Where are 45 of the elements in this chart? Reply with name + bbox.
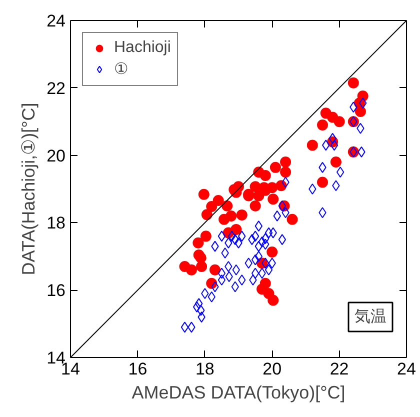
y-axis-title: DATA(Hachioji,①)[°C] (18, 102, 39, 276)
point (276, 180, 287, 192)
legend-label: Hachioji (114, 39, 171, 57)
point (317, 119, 328, 130)
point (222, 200, 233, 212)
x-tick-label: 20 (262, 360, 282, 378)
point (266, 182, 278, 194)
point (195, 252, 206, 264)
point (212, 194, 224, 206)
point (192, 237, 204, 248)
y-tick-label: 22 (46, 78, 66, 98)
point (306, 140, 318, 151)
annotation: 気温 (354, 308, 386, 326)
point (270, 162, 281, 173)
point (268, 194, 279, 205)
point (280, 156, 292, 168)
point (348, 77, 359, 88)
point (236, 209, 248, 220)
x-tick-label: 24 (397, 360, 416, 378)
y-tick-label: 16 (46, 281, 66, 300)
point (200, 230, 212, 242)
x-tick-label: 16 (128, 360, 148, 378)
x-tick-label: 22 (330, 360, 349, 378)
point (226, 210, 237, 222)
x-tick-label: 18 (195, 360, 214, 378)
point (209, 264, 220, 276)
point (198, 188, 210, 200)
point (266, 246, 278, 258)
y-tick-label: 18 (46, 214, 66, 233)
point (286, 214, 298, 225)
point (186, 264, 197, 276)
point (334, 116, 345, 128)
point (250, 200, 261, 212)
y-tick-label: 20 (46, 146, 66, 166)
point (268, 294, 279, 306)
point (317, 176, 328, 188)
point (280, 166, 292, 178)
y-tick-label: 24 (46, 12, 66, 30)
point (201, 209, 212, 220)
legend-label: ① (114, 60, 129, 79)
x-axis-title: AMeDAS DATA(Tokyo)[°C] (132, 382, 346, 402)
point (196, 261, 208, 272)
point (230, 224, 242, 235)
point (330, 156, 342, 168)
point (354, 106, 366, 117)
